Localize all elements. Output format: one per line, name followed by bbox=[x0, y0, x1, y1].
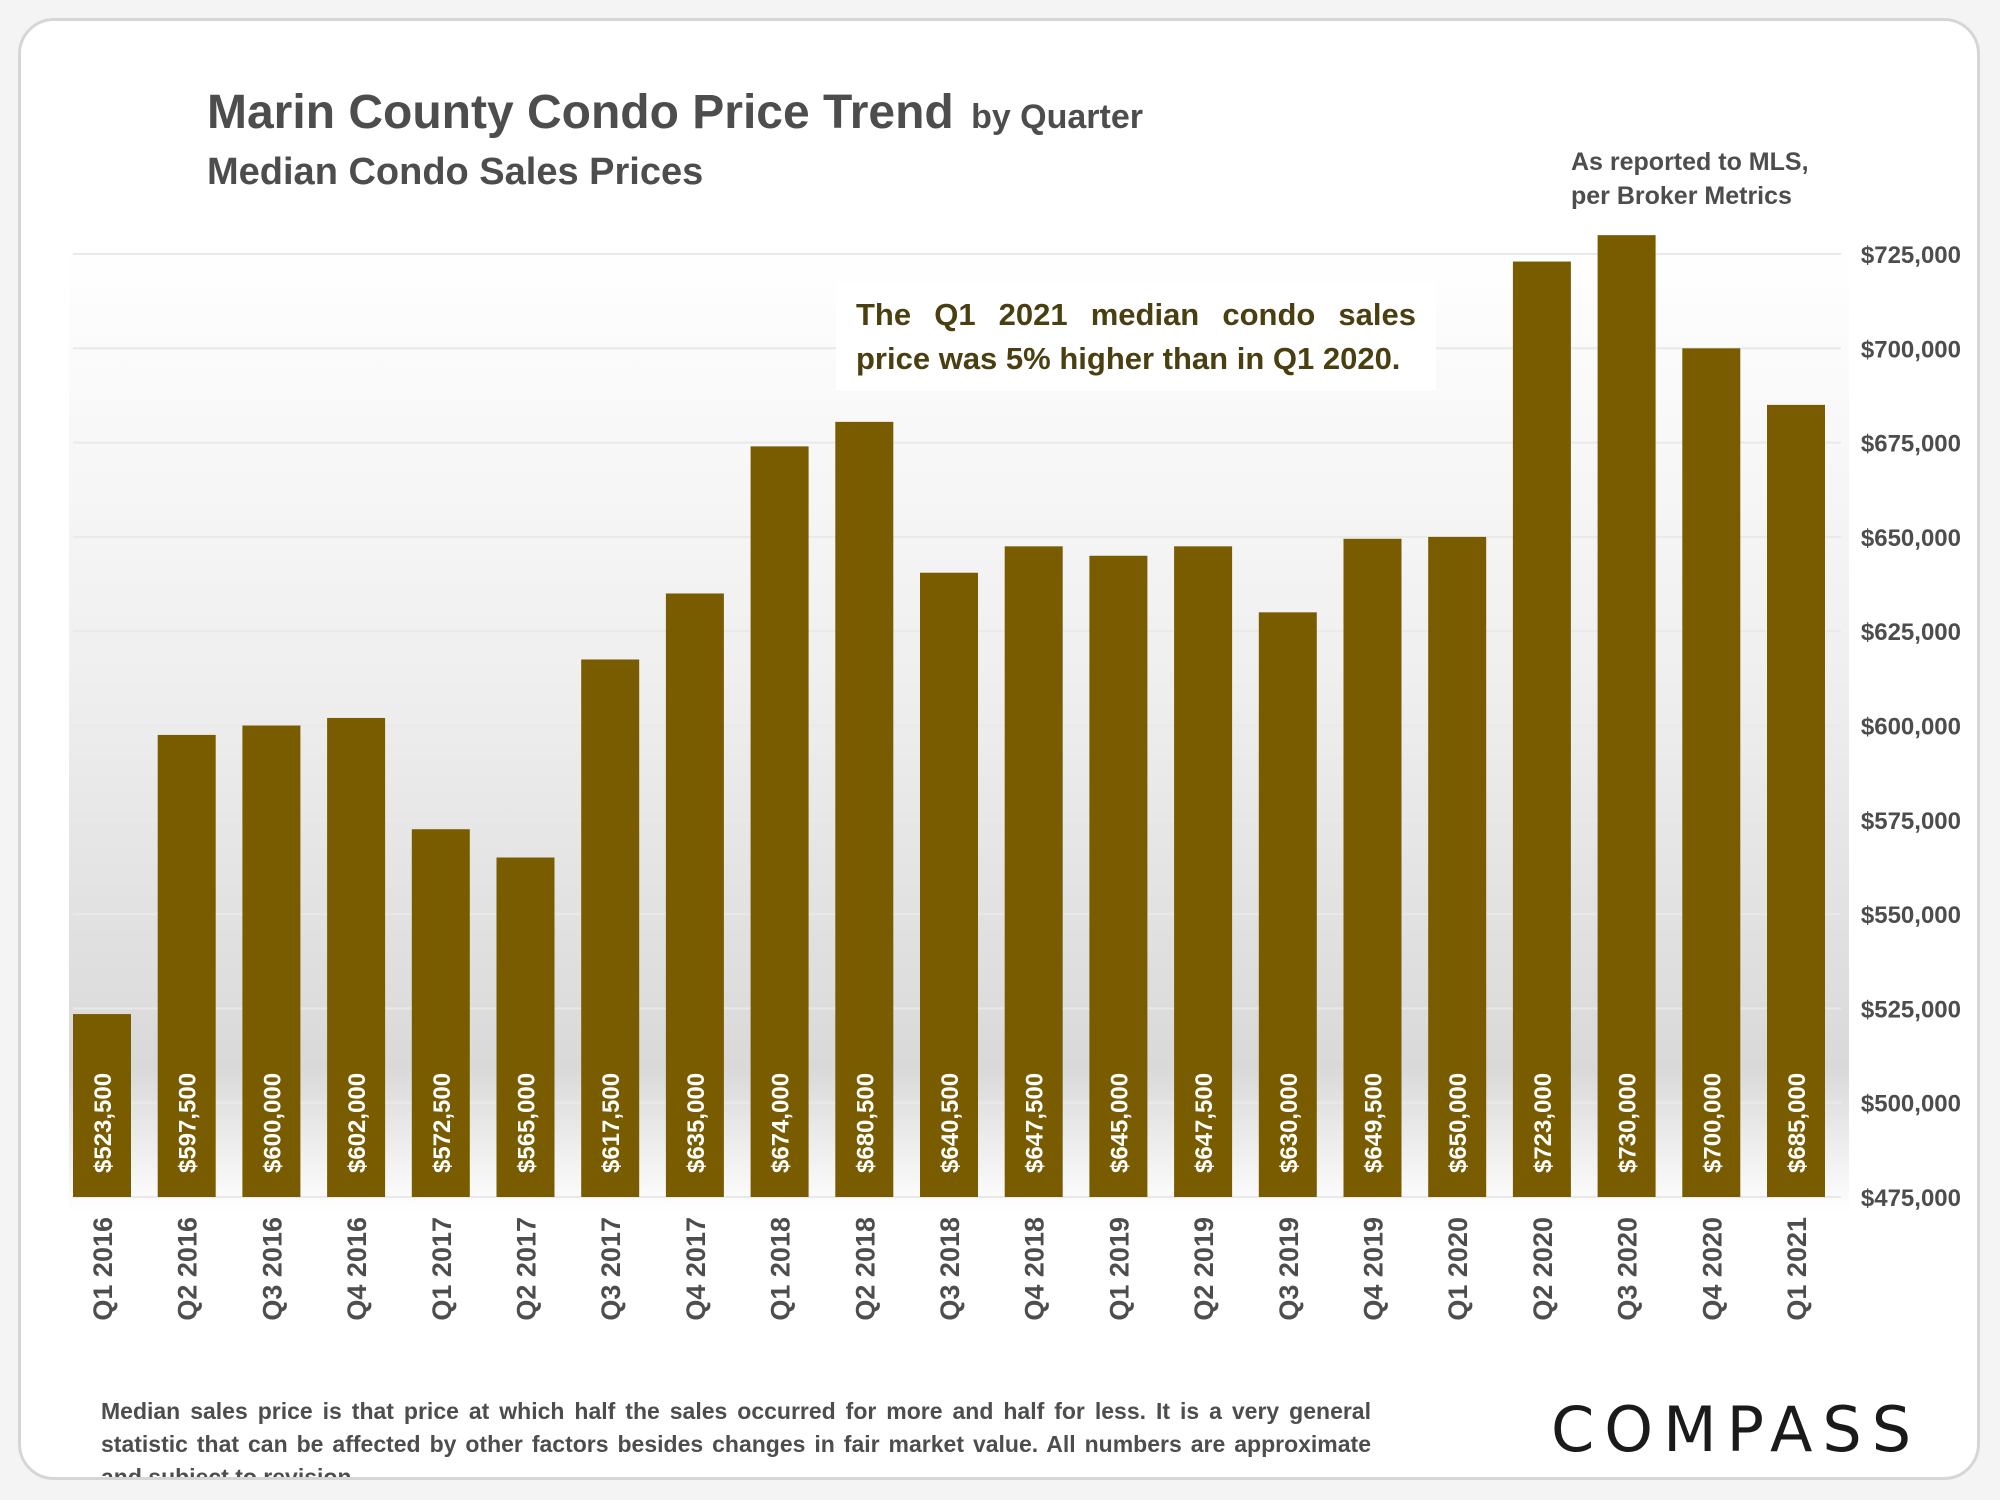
bar-value-label: $700,000 bbox=[1699, 1073, 1726, 1173]
bar-value-label: $730,000 bbox=[1615, 1073, 1642, 1173]
callout-box: The Q1 2021 median condo sales price was… bbox=[836, 283, 1436, 391]
bar bbox=[242, 725, 301, 1197]
bar-value-label: $674,000 bbox=[768, 1073, 795, 1173]
bar-value-label: $723,000 bbox=[1530, 1073, 1557, 1173]
x-tick-label: Q1 2020 bbox=[1443, 1217, 1473, 1321]
x-tick-label: Q3 2019 bbox=[1274, 1217, 1304, 1321]
source-line-2: per Broker Metrics bbox=[1571, 182, 1792, 210]
x-tick-label: Q2 2020 bbox=[1528, 1217, 1558, 1321]
y-tick-label: $650,000 bbox=[1861, 525, 1961, 552]
bar bbox=[1089, 555, 1148, 1197]
bar-value-label: $650,000 bbox=[1445, 1073, 1472, 1173]
y-tick-label: $625,000 bbox=[1861, 619, 1961, 646]
chart-title: Marin County Condo Price Trend by Quarte… bbox=[207, 85, 1143, 140]
bar bbox=[1767, 404, 1825, 1197]
bar-value-label: $649,500 bbox=[1361, 1073, 1388, 1173]
bar bbox=[665, 593, 724, 1197]
bar bbox=[1682, 348, 1741, 1197]
x-tick-label: Q4 2016 bbox=[342, 1217, 372, 1321]
bar-value-label: $617,500 bbox=[598, 1073, 625, 1173]
bars bbox=[73, 235, 1825, 1197]
chart-card: Marin County Condo Price Trend by Quarte… bbox=[18, 18, 1980, 1480]
chart-title-suffix: by Quarter bbox=[971, 98, 1144, 136]
x-tick-label: Q4 2019 bbox=[1359, 1217, 1389, 1321]
footnote: Median sales price is that price at whic… bbox=[101, 1398, 1371, 1480]
chart-subtitle: Median Condo Sales Prices bbox=[207, 151, 704, 193]
bar-value-label: $630,000 bbox=[1276, 1073, 1303, 1173]
bar-value-label: $635,000 bbox=[683, 1073, 710, 1173]
bar bbox=[157, 734, 216, 1197]
bar bbox=[1597, 235, 1656, 1197]
x-axis-labels: Q1 2016 Q2 2016 Q3 2016 Q4 2016 Q1 2017 Q2 20… bbox=[88, 1217, 1812, 1321]
bar bbox=[73, 1014, 131, 1197]
bar bbox=[1428, 536, 1487, 1197]
source-note: As reported to MLS, per Broker Metrics bbox=[1571, 145, 1871, 213]
y-axis-labels: $475,000 $500,000 $525,000 $550,000 $575,000… bbox=[1861, 242, 1961, 1212]
bar-value-label: $523,500 bbox=[90, 1073, 117, 1173]
bar bbox=[1174, 546, 1233, 1197]
bar-value-label: $685,000 bbox=[1784, 1073, 1811, 1173]
bar-value-label: $597,500 bbox=[175, 1073, 202, 1173]
y-tick-label: $725,000 bbox=[1861, 242, 1961, 269]
bar-value-label: $680,500 bbox=[852, 1073, 879, 1173]
bar bbox=[750, 446, 809, 1197]
bar-value-label: $602,000 bbox=[344, 1073, 371, 1173]
x-tick-label: Q1 2018 bbox=[766, 1217, 796, 1321]
bar bbox=[1512, 261, 1571, 1197]
source-line-1: As reported to MLS, bbox=[1571, 148, 1809, 176]
bar-value-label: $565,000 bbox=[514, 1073, 541, 1173]
bar bbox=[1004, 546, 1063, 1197]
x-tick-label: Q2 2018 bbox=[850, 1217, 880, 1321]
bar bbox=[496, 857, 555, 1197]
bar bbox=[581, 659, 640, 1197]
bar-value-label: $572,500 bbox=[429, 1073, 456, 1173]
x-tick-label: Q1 2017 bbox=[427, 1217, 457, 1321]
x-tick-label: Q2 2017 bbox=[512, 1217, 542, 1321]
bar-value-label: $600,000 bbox=[259, 1073, 286, 1173]
x-tick-label: Q3 2018 bbox=[935, 1217, 965, 1321]
x-tick-label: Q3 2020 bbox=[1613, 1217, 1643, 1321]
bar bbox=[411, 829, 470, 1197]
bar-chart: $523,500 $597,500 $600,000 $602,000 $572,500… bbox=[69, 235, 1961, 1321]
x-tick-label: Q3 2016 bbox=[257, 1217, 287, 1321]
bar bbox=[1258, 612, 1317, 1197]
x-tick-label: Q1 2021 bbox=[1782, 1217, 1812, 1321]
bar bbox=[835, 421, 894, 1197]
bar-value-label: $647,500 bbox=[1022, 1073, 1049, 1173]
y-tick-label: $475,000 bbox=[1861, 1185, 1961, 1212]
bar-value-label: $640,500 bbox=[937, 1073, 964, 1173]
y-tick-label: $500,000 bbox=[1861, 1091, 1961, 1118]
y-tick-label: $700,000 bbox=[1861, 336, 1961, 363]
bar bbox=[1343, 538, 1402, 1197]
x-tick-label: Q4 2017 bbox=[681, 1217, 711, 1321]
x-tick-label: Q2 2016 bbox=[173, 1217, 203, 1321]
bar-value-label: $647,500 bbox=[1191, 1073, 1218, 1173]
chart-title-main: Marin County Condo Price Trend bbox=[207, 86, 954, 139]
x-tick-label: Q4 2018 bbox=[1020, 1217, 1050, 1321]
x-tick-label: Q1 2019 bbox=[1104, 1217, 1134, 1321]
x-tick-label: Q2 2019 bbox=[1189, 1217, 1219, 1321]
bar bbox=[327, 717, 386, 1197]
compass-logo: COMPASS bbox=[1551, 1393, 1922, 1466]
x-tick-label: Q4 2020 bbox=[1697, 1217, 1727, 1321]
y-tick-label: $675,000 bbox=[1861, 431, 1961, 458]
y-tick-label: $600,000 bbox=[1861, 714, 1961, 741]
x-tick-label: Q1 2016 bbox=[88, 1217, 118, 1321]
y-tick-label: $575,000 bbox=[1861, 808, 1961, 835]
y-tick-label: $525,000 bbox=[1861, 996, 1961, 1023]
bar-value-label: $645,000 bbox=[1106, 1073, 1133, 1173]
bar bbox=[920, 572, 978, 1197]
y-tick-label: $550,000 bbox=[1861, 902, 1961, 929]
x-tick-label: Q3 2017 bbox=[596, 1217, 626, 1321]
bar-value-labels: $523,500 $597,500 $600,000 $602,000 $572,500… bbox=[90, 1073, 1811, 1173]
